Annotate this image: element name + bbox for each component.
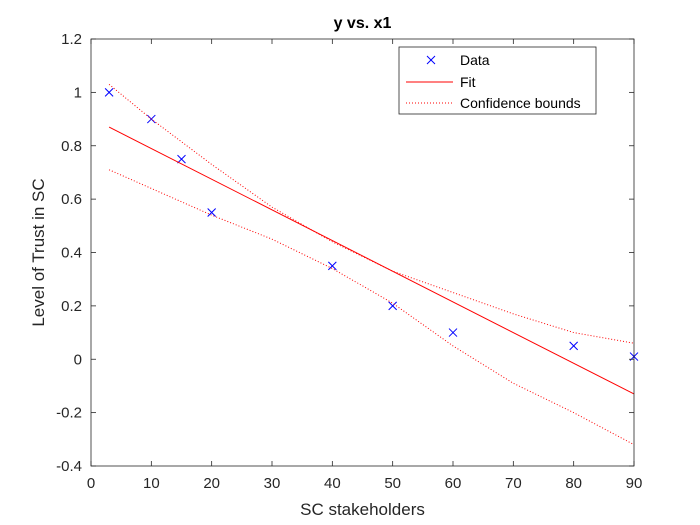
x-tick-label: 30	[264, 475, 281, 492]
y-tick-label: 1	[74, 84, 82, 101]
data-point	[388, 301, 398, 311]
confidence-bound-line	[108, 169, 635, 446]
data-point	[327, 261, 337, 271]
y-tick-label: 0	[74, 351, 82, 368]
legend-label-confidence: Confidence bounds	[460, 95, 581, 111]
x-tick-label: 0	[87, 475, 95, 492]
y-tick-label: 0.8	[61, 138, 82, 155]
x-tick-label: 80	[565, 475, 582, 492]
fit-line	[108, 126, 635, 395]
data-point	[177, 154, 186, 164]
x-tick-label: 90	[626, 475, 643, 492]
legend-label-data: Data	[460, 52, 490, 68]
data-point	[448, 328, 458, 337]
chart-marks	[104, 83, 639, 446]
chart-title: y vs. x1	[334, 15, 392, 32]
x-tick-label: 10	[143, 475, 160, 492]
legend-label-fit: Fit	[460, 74, 476, 90]
y-tick-label: 0.2	[61, 298, 82, 315]
y-tick-label: -0.4	[56, 458, 82, 475]
legend-box	[398, 46, 597, 115]
y-tick-label: -0.2	[56, 405, 82, 422]
x-axis-label: SC stakeholders	[300, 500, 425, 519]
x-tick-label: 40	[324, 475, 341, 492]
x-tick-label: 60	[445, 475, 462, 492]
data-point	[207, 208, 217, 217]
y-tick-label: 0.4	[61, 245, 82, 262]
data-point	[569, 341, 579, 351]
y-tick-label: 1.2	[61, 31, 82, 48]
legend-marker-data	[426, 55, 436, 65]
x-tick-label: 20	[203, 475, 220, 492]
x-tick-label: 70	[505, 475, 522, 492]
legend: Data Fit Confidence bounds	[398, 46, 597, 115]
y-tick-label: 0.6	[61, 191, 82, 208]
data-point	[104, 88, 114, 97]
x-tick-label: 50	[384, 475, 401, 492]
axes: 0 10 20 30 40 50 60 70 80 90 -0.4 -0.2 0 0.2 0.4 0.6 0.8…	[56, 31, 642, 492]
y-axis-label: Level of Trust in SC	[29, 178, 48, 326]
